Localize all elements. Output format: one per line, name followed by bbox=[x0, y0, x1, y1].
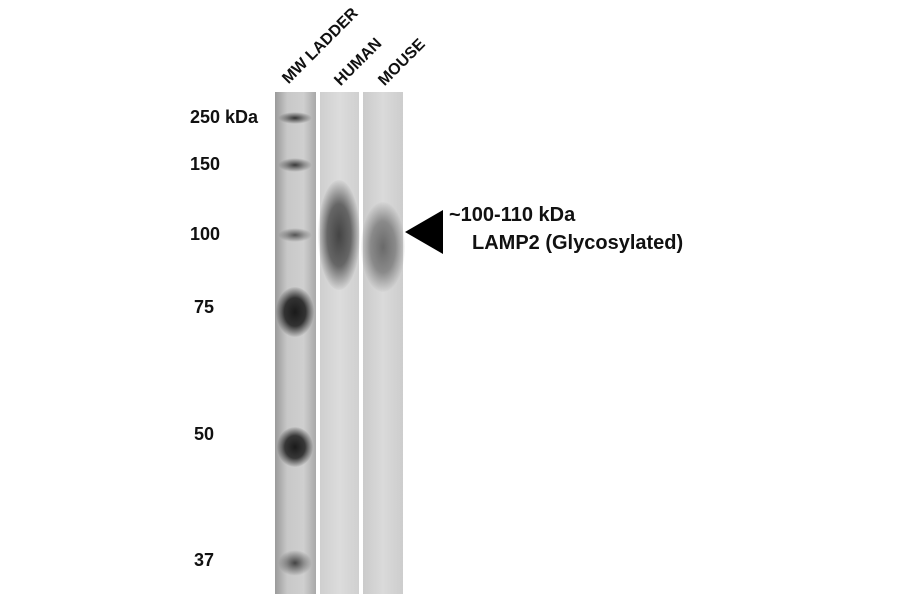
human-lamp2-band bbox=[318, 180, 360, 290]
annotation-size: ~100-110 kDa bbox=[449, 204, 576, 226]
marker-50: 50 bbox=[194, 424, 215, 444]
ladder-band-37 bbox=[278, 550, 312, 576]
lane-label-human: HUMAN bbox=[331, 35, 386, 90]
ladder-band-250 bbox=[278, 112, 312, 124]
human-lane bbox=[318, 92, 360, 594]
ladder-band-75 bbox=[276, 287, 314, 337]
ladder-band-100 bbox=[278, 228, 312, 242]
annotation-protein: LAMP2 (Glycosylated) bbox=[472, 232, 684, 254]
marker-250: 250 kDa bbox=[190, 107, 259, 127]
marker-75: 75 bbox=[194, 297, 215, 317]
marker-37: 37 bbox=[194, 550, 215, 570]
mouse-lane bbox=[361, 92, 405, 594]
lane-label-mouse: MOUSE bbox=[375, 35, 429, 90]
marker-150: 150 bbox=[190, 154, 221, 174]
mouse-lamp2-band bbox=[361, 202, 405, 292]
arrow-icon bbox=[405, 210, 443, 254]
ladder-lane bbox=[275, 92, 316, 594]
marker-100: 100 bbox=[190, 224, 221, 244]
ladder-band-150 bbox=[278, 158, 312, 172]
ladder-band-50 bbox=[277, 427, 313, 467]
